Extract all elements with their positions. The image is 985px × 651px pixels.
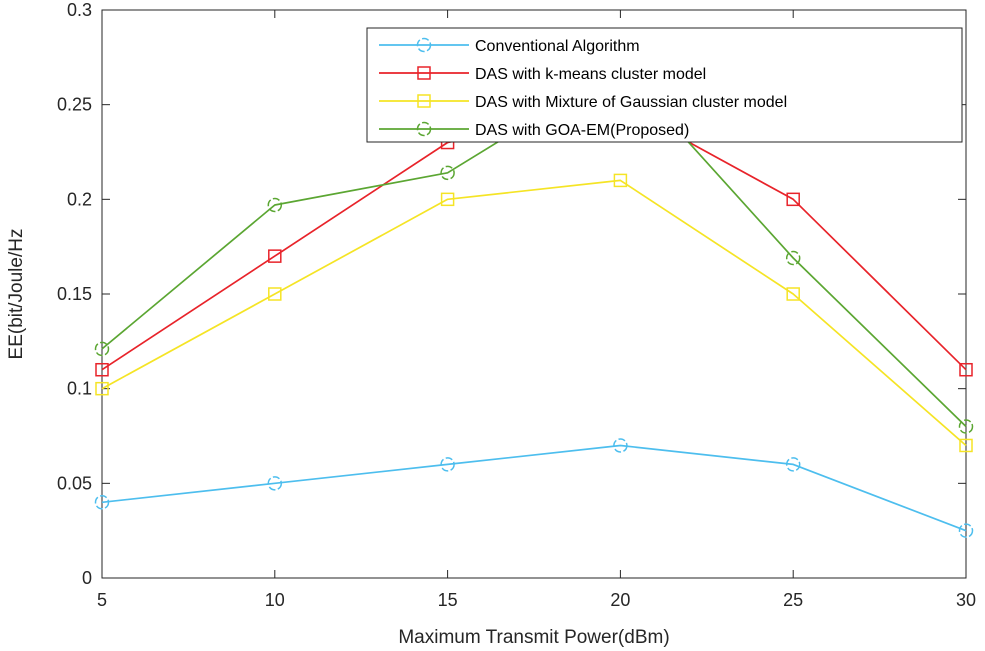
data-point <box>785 250 801 266</box>
data-point <box>440 457 455 472</box>
data-point <box>94 341 110 357</box>
y-tick-label: 0.1 <box>67 379 92 399</box>
data-point <box>267 197 283 213</box>
legend-entry: DAS with Mixture of Gaussian cluster mod… <box>379 94 787 111</box>
x-tick-label: 15 <box>438 590 458 610</box>
legend-label: DAS with GOA-EM(Proposed) <box>475 122 689 139</box>
series-line <box>101 444 967 532</box>
data-point <box>268 287 282 301</box>
y-tick-label: 0.3 <box>67 0 92 20</box>
y-tick-label: 0.2 <box>67 189 92 209</box>
data-point <box>959 362 973 377</box>
legend-marker <box>416 37 432 53</box>
legend: Conventional Algorithm DAS with k-means c… <box>366 27 963 143</box>
legend-entry: DAS with GOA-EM(Proposed) <box>379 121 689 139</box>
legend-entry: Conventional Algorithm <box>379 37 640 55</box>
data-point <box>440 192 455 207</box>
x-tick-label: 10 <box>265 590 285 610</box>
x-tick-label: 20 <box>610 590 630 610</box>
data-point <box>613 438 628 453</box>
data-point <box>95 362 109 377</box>
data-point <box>613 173 628 188</box>
x-tick-label: 30 <box>956 590 976 610</box>
data-point <box>958 523 974 538</box>
data-point <box>95 381 109 396</box>
series-1 <box>94 438 974 538</box>
data-point <box>268 249 282 263</box>
y-axis-label: EE(bit/Joule/Hz <box>6 229 27 360</box>
data-point <box>785 457 801 472</box>
legend-label: DAS with Mixture of Gaussian cluster mod… <box>475 94 787 111</box>
y-tick-label: 0.25 <box>57 95 92 115</box>
x-tick-label: 25 <box>783 590 803 610</box>
x-tick-label: 5 <box>97 590 107 610</box>
axes <box>101 9 967 579</box>
legend-box <box>366 27 963 143</box>
data-point <box>959 438 973 453</box>
tick-labels: 5 10 15 20 25 30 0 0.05 0.1 0.15 0.2 0.25 0.3 <box>57 0 976 610</box>
legend-label: Conventional Algorithm <box>475 38 640 55</box>
data-point <box>958 419 974 434</box>
x-axis-label: Maximum Transmit Power(dBm) <box>398 627 669 648</box>
legend-marker <box>417 66 431 80</box>
data-point <box>440 165 455 181</box>
series-line <box>101 103 967 371</box>
y-tick-label: 0.15 <box>57 284 92 304</box>
data-point <box>786 287 800 301</box>
legend-marker <box>417 94 431 108</box>
y-tick-label: 0.05 <box>57 473 92 493</box>
data-point <box>786 192 800 207</box>
y-tick-label: 0 <box>82 568 92 588</box>
series-line <box>101 179 967 447</box>
data-point <box>267 476 283 491</box>
data-point <box>94 495 110 510</box>
legend-entry: DAS with k-means cluster model <box>379 66 706 83</box>
legend-label: DAS with k-means cluster model <box>475 66 706 83</box>
series-3 <box>95 173 973 453</box>
legend-marker <box>416 121 432 137</box>
